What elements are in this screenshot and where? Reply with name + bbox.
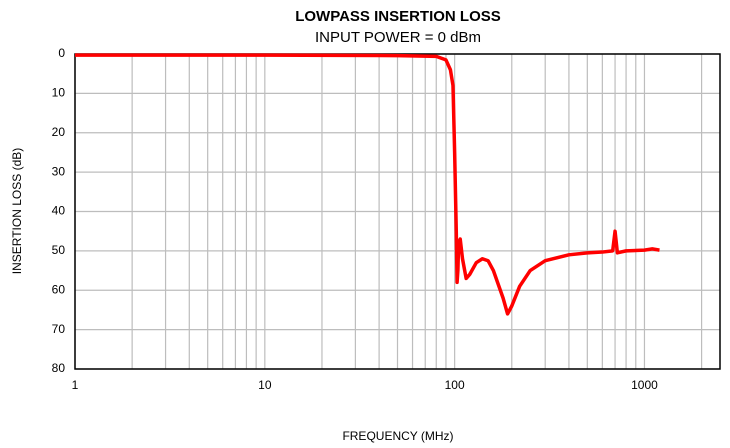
x-tick-label: 10	[258, 378, 272, 392]
chart-title: LOWPASS INSERTION LOSS	[295, 8, 501, 25]
x-tick-label: 100	[445, 378, 465, 392]
y-tick-label: 60	[52, 282, 66, 296]
x-tick-label: 1	[72, 378, 79, 392]
y-axis-label: INSERTION LOSS (dB)	[10, 148, 24, 274]
chart-subtitle: INPUT POWER = 0 dBm	[315, 29, 481, 46]
y-tick-label: 40	[52, 204, 66, 218]
y-tick-label: 0	[58, 46, 65, 60]
data-line	[75, 53, 660, 316]
x-axis-label: FREQUENCY (MHz)	[342, 429, 453, 443]
y-tick-label: 30	[52, 164, 66, 178]
y-tick-label: 10	[52, 86, 66, 100]
y-tick-label: 50	[52, 243, 66, 257]
y-tick-label: 20	[52, 125, 66, 139]
y-tick-label: 80	[52, 361, 66, 375]
x-tick-label: 1000	[631, 378, 658, 392]
y-tick-label: 70	[52, 322, 66, 336]
